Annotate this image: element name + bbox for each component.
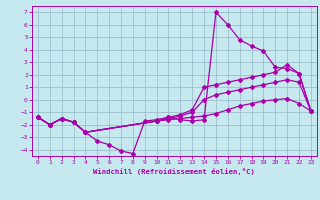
X-axis label: Windchill (Refroidissement éolien,°C): Windchill (Refroidissement éolien,°C) [93, 168, 255, 175]
